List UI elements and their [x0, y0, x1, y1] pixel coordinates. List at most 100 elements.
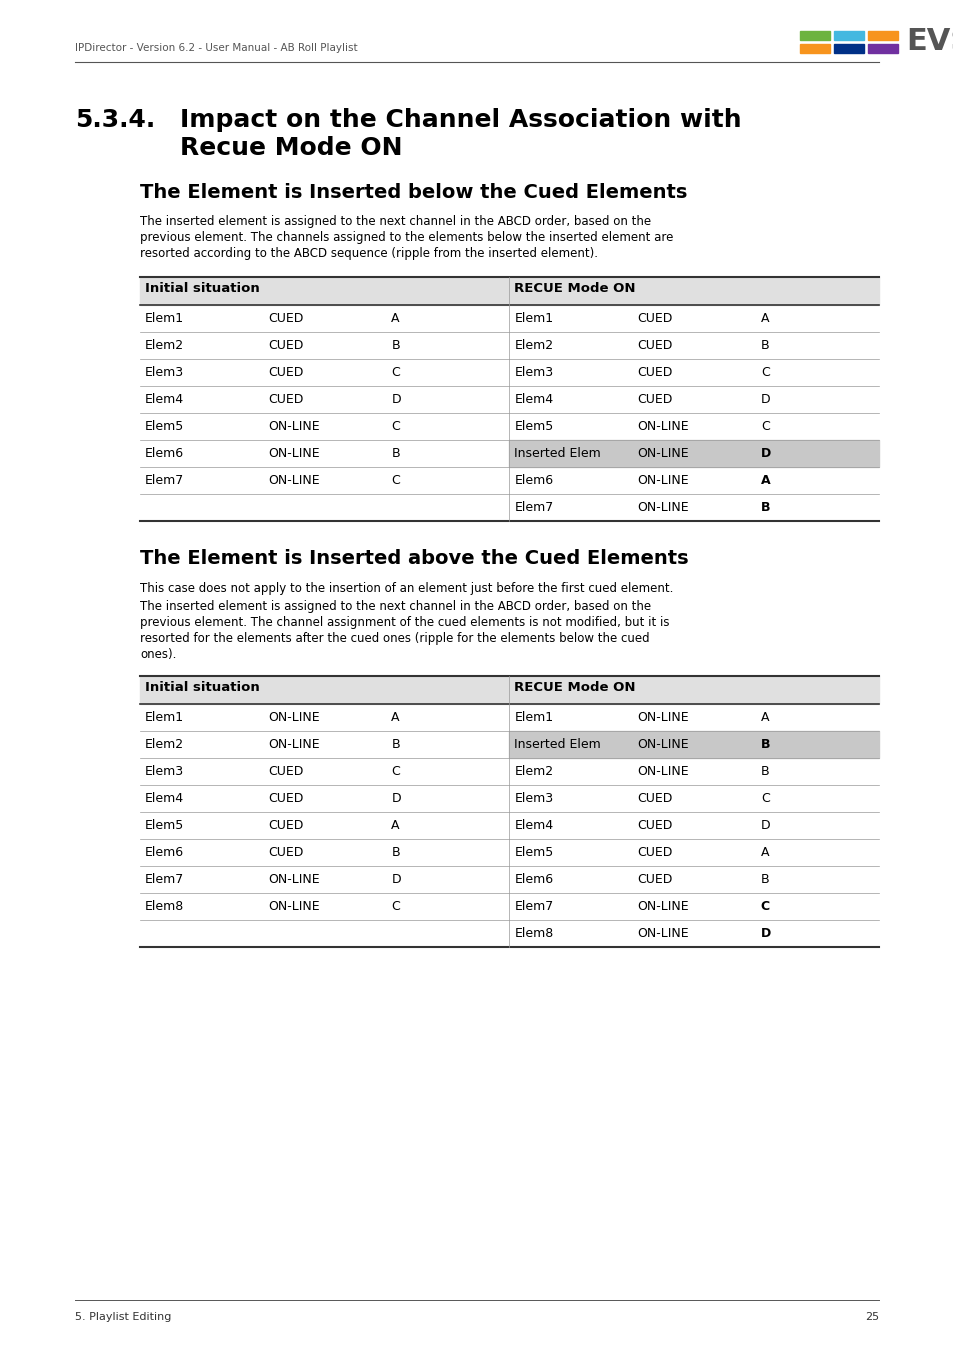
- Text: This case does not apply to the insertion of an element just before the first cu: This case does not apply to the insertio…: [140, 582, 673, 595]
- Text: Elem4: Elem4: [145, 792, 184, 805]
- Text: A: A: [760, 474, 770, 487]
- Text: A: A: [391, 312, 399, 325]
- Text: B: B: [391, 846, 399, 859]
- Text: CUED: CUED: [268, 393, 303, 406]
- Text: resorted for the elements after the cued ones (ripple for the elements below the: resorted for the elements after the cued…: [140, 632, 649, 645]
- Text: CUED: CUED: [637, 792, 672, 805]
- Bar: [833, 45, 863, 53]
- Text: The inserted element is assigned to the next channel in the ABCD order, based on: The inserted element is assigned to the …: [140, 599, 651, 613]
- Bar: [867, 31, 897, 40]
- Text: Elem4: Elem4: [514, 819, 553, 832]
- Text: CUED: CUED: [268, 819, 303, 832]
- Text: C: C: [391, 765, 399, 778]
- Text: CUED: CUED: [637, 873, 672, 886]
- Text: ON-LINE: ON-LINE: [268, 420, 319, 433]
- Text: ON-LINE: ON-LINE: [268, 873, 319, 886]
- Bar: [509, 440, 878, 467]
- Text: Elem2: Elem2: [514, 339, 553, 352]
- Text: Elem3: Elem3: [145, 366, 184, 379]
- Text: Elem2: Elem2: [145, 339, 184, 352]
- Text: ON-LINE: ON-LINE: [637, 927, 689, 940]
- Text: Elem5: Elem5: [145, 420, 184, 433]
- Text: CUED: CUED: [637, 339, 672, 352]
- Text: B: B: [760, 738, 769, 751]
- Text: Elem3: Elem3: [514, 366, 553, 379]
- Text: CUED: CUED: [637, 366, 672, 379]
- Text: B: B: [391, 339, 399, 352]
- Text: RECUE Mode ON: RECUE Mode ON: [514, 680, 636, 694]
- Text: D: D: [760, 927, 770, 940]
- Text: D: D: [760, 447, 770, 460]
- Bar: [867, 45, 897, 53]
- Text: ON-LINE: ON-LINE: [637, 738, 689, 751]
- Text: B: B: [391, 738, 399, 751]
- Text: Inserted Elem: Inserted Elem: [514, 447, 600, 460]
- Text: B: B: [760, 339, 769, 352]
- Text: IPDirector - Version 6.2 - User Manual - AB Roll Playlist: IPDirector - Version 6.2 - User Manual -…: [75, 43, 357, 53]
- Text: C: C: [391, 366, 399, 379]
- Text: C: C: [760, 900, 769, 913]
- Text: Elem1: Elem1: [145, 711, 184, 724]
- Bar: [800, 31, 829, 40]
- Text: CUED: CUED: [268, 765, 303, 778]
- Text: CUED: CUED: [268, 312, 303, 325]
- Text: ON-LINE: ON-LINE: [637, 501, 689, 514]
- Text: Elem7: Elem7: [145, 873, 184, 886]
- Text: ones).: ones).: [140, 648, 176, 662]
- Text: resorted according to the ABCD sequence (ripple from the inserted element).: resorted according to the ABCD sequence …: [140, 247, 598, 261]
- Bar: [509, 730, 878, 757]
- Text: Elem6: Elem6: [514, 873, 553, 886]
- Text: previous element. The channel assignment of the cued elements is not modified, b: previous element. The channel assignment…: [140, 616, 669, 629]
- Text: RECUE Mode ON: RECUE Mode ON: [514, 282, 636, 296]
- Text: ON-LINE: ON-LINE: [637, 900, 689, 913]
- Text: EVS: EVS: [905, 27, 953, 57]
- Text: ON-LINE: ON-LINE: [268, 474, 319, 487]
- Text: Elem7: Elem7: [514, 900, 553, 913]
- Text: C: C: [391, 474, 399, 487]
- Text: Elem5: Elem5: [514, 846, 553, 859]
- Text: Elem8: Elem8: [145, 900, 184, 913]
- Text: 25: 25: [864, 1312, 878, 1322]
- Text: B: B: [760, 765, 769, 778]
- Text: Elem1: Elem1: [514, 711, 553, 724]
- Text: CUED: CUED: [637, 312, 672, 325]
- Text: Elem6: Elem6: [145, 846, 184, 859]
- Text: Elem3: Elem3: [514, 792, 553, 805]
- Text: Initial situation: Initial situation: [145, 282, 259, 296]
- Text: CUED: CUED: [637, 819, 672, 832]
- Text: ON-LINE: ON-LINE: [637, 474, 689, 487]
- Text: Elem1: Elem1: [514, 312, 553, 325]
- Text: D: D: [391, 393, 400, 406]
- Text: ON-LINE: ON-LINE: [268, 711, 319, 724]
- Text: ON-LINE: ON-LINE: [268, 447, 319, 460]
- Text: A: A: [391, 711, 399, 724]
- Text: A: A: [391, 819, 399, 832]
- Text: Elem4: Elem4: [145, 393, 184, 406]
- Text: C: C: [760, 420, 769, 433]
- Bar: [833, 31, 863, 40]
- Text: Elem3: Elem3: [145, 765, 184, 778]
- Text: Impact on the Channel Association with: Impact on the Channel Association with: [180, 108, 740, 132]
- Text: Elem7: Elem7: [514, 501, 553, 514]
- Text: The Element is Inserted below the Cued Elements: The Element is Inserted below the Cued E…: [140, 184, 687, 202]
- Text: ON-LINE: ON-LINE: [268, 738, 319, 751]
- Text: C: C: [391, 900, 399, 913]
- Text: B: B: [391, 447, 399, 460]
- Text: Elem2: Elem2: [514, 765, 553, 778]
- Text: D: D: [760, 819, 770, 832]
- Text: Elem4: Elem4: [514, 393, 553, 406]
- Text: Elem8: Elem8: [514, 927, 553, 940]
- Text: D: D: [760, 393, 770, 406]
- Text: Elem5: Elem5: [145, 819, 184, 832]
- Text: Elem2: Elem2: [145, 738, 184, 751]
- Text: Elem1: Elem1: [145, 312, 184, 325]
- Text: A: A: [760, 711, 768, 724]
- Bar: [800, 45, 829, 53]
- Text: B: B: [760, 873, 769, 886]
- Text: ON-LINE: ON-LINE: [637, 765, 689, 778]
- Text: D: D: [391, 873, 400, 886]
- Text: CUED: CUED: [268, 366, 303, 379]
- Text: Elem5: Elem5: [514, 420, 553, 433]
- Text: ON-LINE: ON-LINE: [637, 420, 689, 433]
- Text: CUED: CUED: [268, 339, 303, 352]
